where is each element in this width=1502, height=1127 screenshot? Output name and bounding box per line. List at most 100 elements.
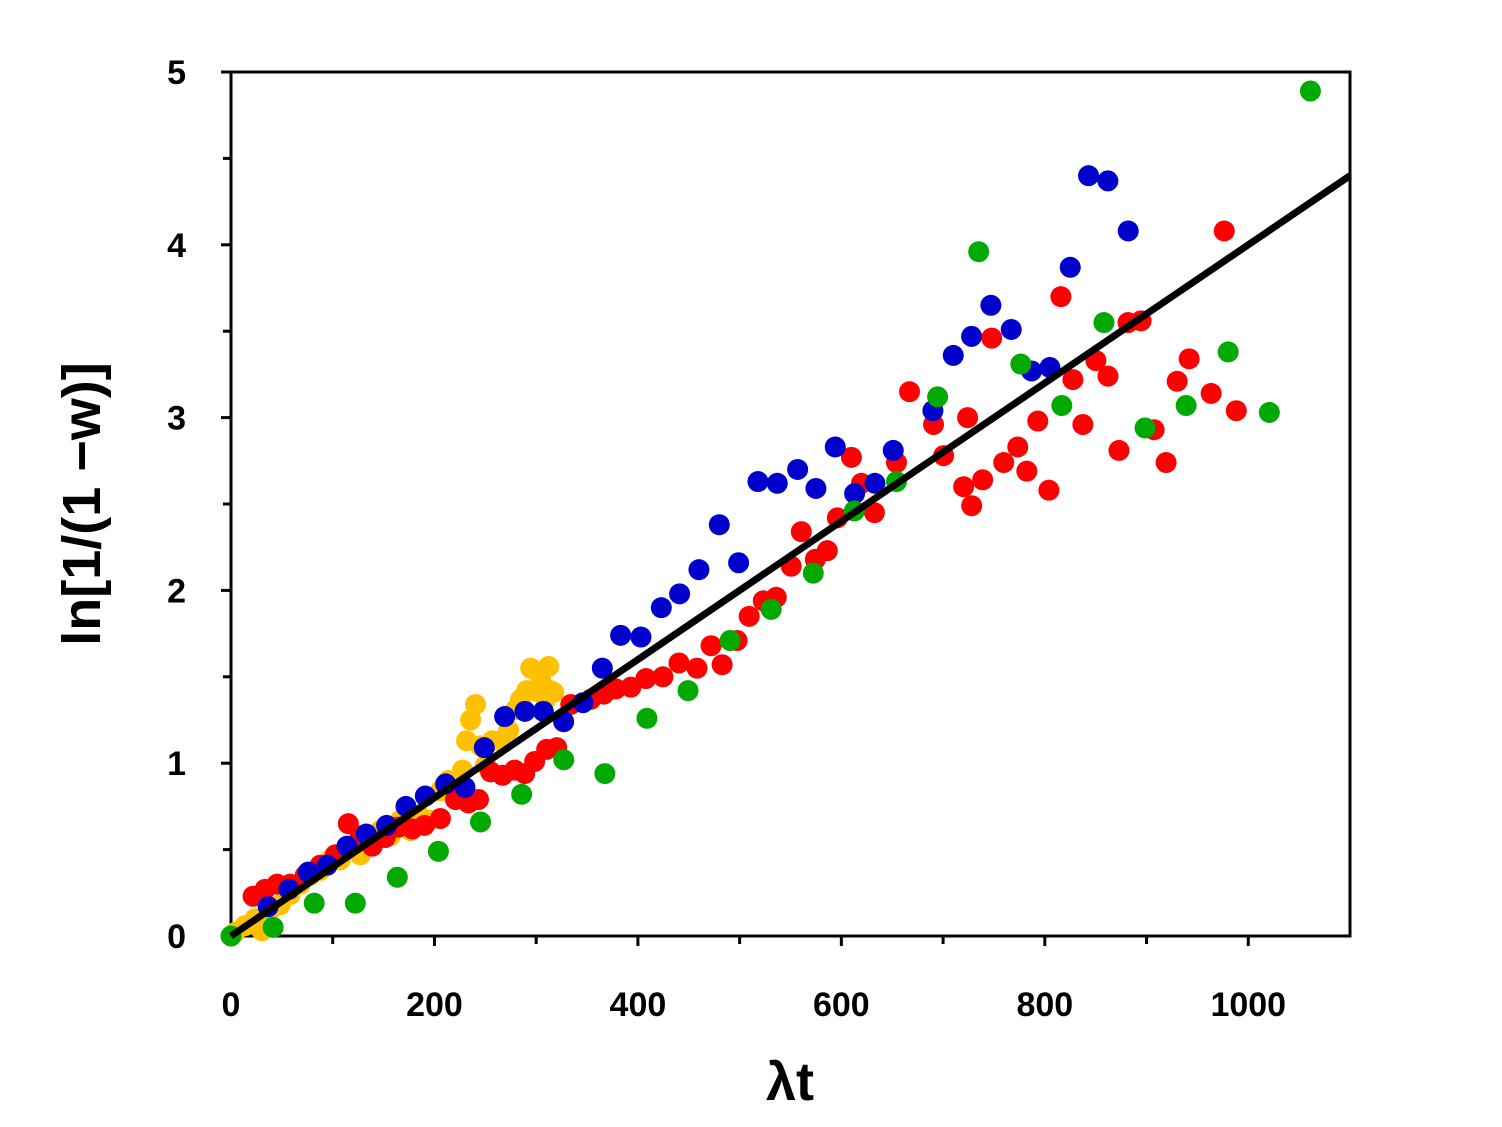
data-point [953, 476, 975, 498]
data-point [1258, 401, 1280, 423]
data-point [635, 668, 657, 690]
data-point [738, 605, 760, 627]
data-point [610, 624, 632, 646]
data-point [747, 471, 769, 493]
data-point [787, 458, 809, 480]
y-tick-label: 5 [167, 54, 186, 92]
data-point [1175, 395, 1197, 417]
data-point [1213, 220, 1235, 242]
data-point [993, 452, 1015, 474]
x-axis-title: λt [766, 1052, 814, 1112]
data-point [1038, 479, 1060, 501]
data-point [594, 763, 616, 785]
x-tick-label: 600 [813, 986, 870, 1024]
data-point [824, 436, 846, 458]
data-point [1050, 286, 1072, 308]
data-point [514, 700, 536, 722]
data-point [899, 381, 921, 403]
data-point [473, 737, 495, 759]
data-point [1225, 400, 1247, 422]
data-point [711, 654, 733, 676]
data-point [262, 916, 284, 938]
data-point [1059, 256, 1081, 278]
data-point [470, 811, 492, 833]
data-point [1097, 170, 1119, 192]
data-point [728, 552, 750, 574]
x-tick-label: 400 [610, 986, 667, 1024]
data-point [1134, 417, 1156, 439]
data-point [1093, 312, 1115, 334]
data-point [686, 657, 708, 679]
data-point [708, 514, 730, 536]
data-point [1217, 341, 1239, 363]
data-point [882, 439, 904, 461]
data-point [1000, 318, 1022, 340]
data-point [1178, 348, 1200, 370]
y-tick-label: 0 [167, 918, 186, 956]
data-point [961, 325, 983, 347]
data-point [981, 327, 1003, 349]
x-tick-label: 200 [406, 986, 463, 1024]
data-point [413, 814, 435, 836]
data-point [468, 788, 490, 810]
data-point [636, 707, 658, 729]
data-point [1097, 365, 1119, 387]
data-point [303, 892, 325, 914]
data-point [591, 657, 613, 679]
data-point [802, 562, 824, 584]
data-point [972, 469, 994, 491]
data-point [1007, 436, 1029, 458]
data-point [553, 749, 575, 771]
data-point [942, 344, 964, 366]
fit-line [229, 172, 1352, 939]
data-point [688, 559, 710, 581]
data-point [957, 407, 979, 429]
x-tick-label: 1000 [1210, 986, 1286, 1024]
y-axis-title: ln[1/(1 −w)] [52, 362, 112, 646]
data-point [760, 598, 782, 620]
data-point [790, 521, 812, 543]
data-point [1027, 410, 1049, 432]
data-point [511, 783, 533, 805]
data-point [1078, 165, 1100, 187]
data-point [1016, 460, 1038, 482]
data-point [494, 706, 516, 728]
data-point [538, 655, 560, 677]
data-point [1166, 370, 1188, 392]
data-point [1108, 439, 1130, 461]
data-point [344, 892, 366, 914]
data-point [1299, 80, 1321, 102]
data-point [719, 630, 741, 652]
data-point [1062, 369, 1084, 391]
data-point [1200, 382, 1222, 404]
data-point [816, 540, 838, 562]
data-point [652, 666, 674, 688]
data-point [429, 807, 451, 829]
data-point [677, 680, 699, 702]
data-point [766, 472, 788, 494]
data-point [844, 483, 866, 505]
data-point [863, 502, 885, 524]
data-point [864, 472, 886, 494]
data-point [840, 446, 862, 468]
data-point [427, 840, 449, 862]
data-point [980, 294, 1002, 316]
data-point [386, 866, 408, 888]
data-point [650, 597, 672, 619]
x-tick-label: 800 [1016, 986, 1073, 1024]
data-point [961, 495, 983, 517]
y-tick-label: 1 [167, 745, 186, 783]
y-tick-label: 3 [167, 400, 186, 438]
data-point [668, 652, 690, 674]
data-point [465, 693, 487, 715]
data-point [669, 583, 691, 605]
data-point [1117, 220, 1139, 242]
y-tick-label: 4 [167, 227, 186, 265]
data-point [700, 635, 722, 657]
data-point [805, 477, 827, 499]
data-point [1051, 395, 1073, 417]
data-point [927, 386, 949, 408]
y-tick-label: 2 [167, 572, 186, 610]
